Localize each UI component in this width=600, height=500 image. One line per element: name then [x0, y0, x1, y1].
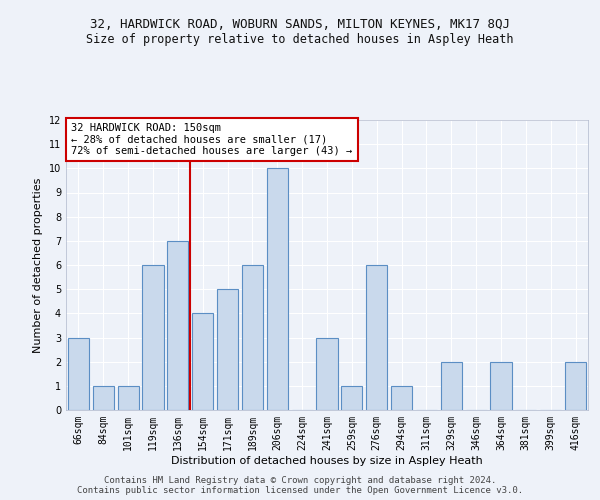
Bar — [267, 168, 288, 410]
Bar — [565, 362, 586, 410]
Bar — [142, 265, 164, 410]
X-axis label: Distribution of detached houses by size in Aspley Heath: Distribution of detached houses by size … — [171, 456, 483, 466]
Bar — [192, 314, 213, 410]
Bar — [441, 362, 462, 410]
Text: 32, HARDWICK ROAD, WOBURN SANDS, MILTON KEYNES, MK17 8QJ: 32, HARDWICK ROAD, WOBURN SANDS, MILTON … — [90, 18, 510, 30]
Bar — [118, 386, 139, 410]
Bar — [242, 265, 263, 410]
Text: Contains HM Land Registry data © Crown copyright and database right 2024.
Contai: Contains HM Land Registry data © Crown c… — [77, 476, 523, 495]
Bar — [93, 386, 114, 410]
Bar — [217, 289, 238, 410]
Text: Size of property relative to detached houses in Aspley Heath: Size of property relative to detached ho… — [86, 32, 514, 46]
Bar — [341, 386, 362, 410]
Bar — [68, 338, 89, 410]
Bar — [316, 338, 338, 410]
Bar — [366, 265, 387, 410]
Text: 32 HARDWICK ROAD: 150sqm
← 28% of detached houses are smaller (17)
72% of semi-d: 32 HARDWICK ROAD: 150sqm ← 28% of detach… — [71, 123, 352, 156]
Bar — [167, 241, 188, 410]
Bar — [490, 362, 512, 410]
Bar — [391, 386, 412, 410]
Y-axis label: Number of detached properties: Number of detached properties — [33, 178, 43, 352]
